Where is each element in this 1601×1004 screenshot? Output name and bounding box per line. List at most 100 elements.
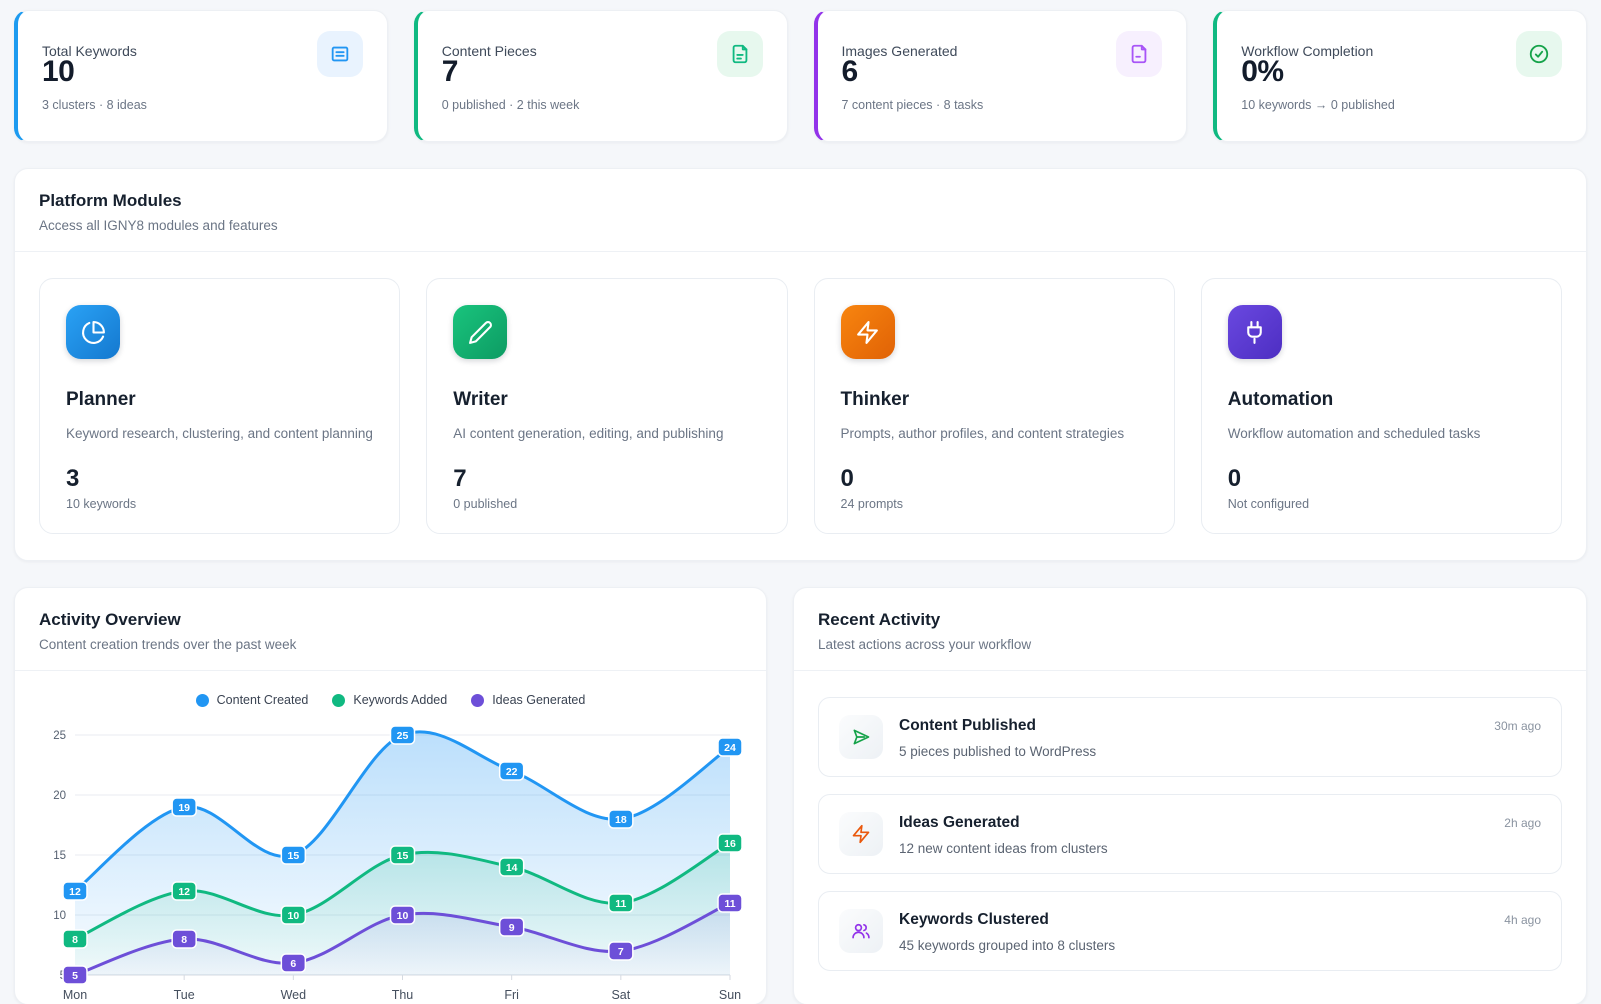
activity-item-keywords-clustered: Keywords Clustered 4h ago 45 keywords gr… [818,891,1562,971]
legend-item-keywords-added[interactable]: Keywords Added [332,693,447,707]
stat-subtitle: 0 published · 2 this week [441,98,580,112]
activity-time: 4h ago [1504,913,1541,927]
module-description: Workflow automation and scheduled tasks [1227,426,1481,441]
svg-text:14: 14 [506,862,518,874]
svg-text:Sun: Sun [719,988,741,1002]
svg-text:Sat: Sat [611,988,630,1002]
file-text-icon [732,44,747,64]
list-icon [331,46,348,62]
svg-text:Thu: Thu [392,988,414,1002]
stat-value: 7 [441,55,459,88]
stat-label: Content Pieces [441,43,537,59]
activity-overview-title: Activity Overview [39,610,181,629]
svg-text:10: 10 [287,910,299,922]
svg-text:8: 8 [181,934,187,946]
activity-description: 12 new content ideas from clusters [899,841,1108,856]
stat-card: Total Keywords 10 3 clusters · 8 ideas [14,10,388,142]
svg-text:8: 8 [72,934,78,946]
pie-chart-icon [81,320,105,344]
svg-text:12: 12 [178,886,190,898]
svg-text:19: 19 [178,802,190,814]
stat-card: Content Pieces 7 0 published · 2 this we… [413,10,788,142]
module-value: 0 [840,464,854,492]
zap-icon [857,320,878,344]
svg-text:10: 10 [397,910,409,922]
modules-section-subtitle: Access all IGNY8 modules and features [39,218,278,233]
module-icon-box [1227,305,1282,359]
activity-icon-box [839,909,883,953]
stat-icon-box [316,31,363,77]
recent-activity-title: Recent Activity [818,610,941,629]
activity-title: Content Published [899,717,1036,734]
zap-icon [852,824,870,844]
modules-section-title: Platform Modules [39,191,182,210]
svg-text:24: 24 [724,742,736,754]
activity-time: 2h ago [1504,816,1541,830]
svg-text:6: 6 [290,958,296,970]
file-image-icon [1131,44,1147,64]
svg-text:Wed: Wed [281,988,307,1002]
svg-text:7: 7 [618,946,624,958]
svg-text:16: 16 [724,838,736,850]
stat-value: 0% [1241,55,1284,88]
svg-text:9: 9 [509,922,515,934]
legend-item-ideas-generated[interactable]: Ideas Generated [471,693,585,707]
activity-icon-box [839,715,883,759]
plug-icon [1247,320,1263,344]
svg-text:5: 5 [72,970,78,982]
svg-text:25: 25 [397,730,409,742]
activity-title: Ideas Generated [899,814,1020,831]
stat-value: 10 [42,55,75,88]
stat-card: Workflow Completion 0% 10 keywords → 0 p… [1213,10,1587,142]
svg-text:12: 12 [69,886,81,898]
activity-title: Keywords Clustered [899,911,1049,928]
stat-subtitle: 10 keywords → 0 published [1241,98,1395,112]
module-sub: 24 prompts [840,496,904,511]
legend-label: Content Created [216,693,309,707]
module-description: Keyword research, clustering, and conten… [66,426,373,441]
module-icon-box [840,305,895,359]
module-description: Prompts, author profiles, and content st… [840,426,1125,441]
svg-text:15: 15 [287,850,299,862]
stat-icon-box [1516,31,1562,77]
stats-row: Total Keywords 10 3 clusters · 8 ideas C… [14,10,1587,142]
legend-item-content-created[interactable]: Content Created [195,693,309,707]
module-sub: 0 published [453,496,518,511]
pencil-icon [468,320,492,344]
stat-card: Images Generated 6 7 content pieces · 8 … [813,10,1188,142]
module-sub: Not configured [1227,496,1310,511]
svg-text:Fri: Fri [504,988,519,1002]
svg-text:20: 20 [53,790,66,802]
module-value: 0 [1227,464,1242,492]
legend-dot [332,693,346,707]
svg-text:11: 11 [615,898,626,910]
svg-text:22: 22 [506,766,518,778]
activity-overview-subtitle: Content creation trends over the past we… [39,637,297,652]
module-icon-box [66,305,120,359]
module-card-automation[interactable]: Automation Workflow automation and sched… [1200,278,1562,534]
module-value: 3 [66,464,80,492]
send-icon [853,729,870,745]
svg-text:10: 10 [53,910,66,922]
activity-chart: 5 10 15 20 25 Mon Tue Wed Thu Fri Sat Sun 12 19 15 25 22… [53,725,743,1002]
stat-label: Workflow Completion [1241,43,1374,59]
module-value: 7 [453,464,467,492]
legend-label: Ideas Generated [492,693,586,707]
svg-text:15: 15 [53,850,66,862]
platform-modules-panel: Platform Modules Access all IGNY8 module… [14,168,1587,561]
check-circle-icon [1529,44,1549,64]
stat-label: Total Keywords [42,43,137,59]
users-icon [852,923,870,939]
module-card-thinker[interactable]: Thinker Prompts, author profiles, and co… [813,278,1175,534]
svg-text:15: 15 [397,850,409,862]
module-card-planner[interactable]: Planner Keyword research, clustering, an… [39,278,401,534]
svg-text:Tue: Tue [174,988,195,1002]
legend-dot [471,693,485,707]
module-name: Writer [453,389,508,410]
module-icon-box [453,305,508,359]
recent-activity-subtitle: Latest actions across your workflow [818,637,1032,652]
activity-description: 5 pieces published to WordPress [899,744,1097,759]
module-card-writer[interactable]: Writer AI content generation, editing, a… [426,278,788,534]
module-name: Thinker [840,389,910,410]
module-description: AI content generation, editing, and publ… [453,426,724,441]
